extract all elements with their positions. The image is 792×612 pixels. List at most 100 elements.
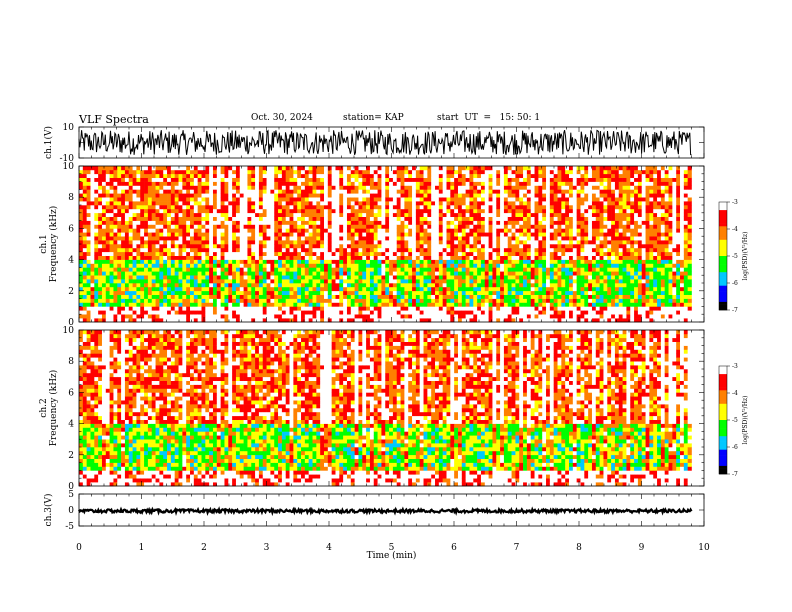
spectrogram-cell (201, 208, 206, 214)
spectrogram-cell (538, 169, 543, 175)
spectrogram-cell (132, 236, 137, 241)
spectrogram-cell (503, 220, 509, 225)
spectrogram-cell (151, 244, 156, 249)
spectrogram-cell (519, 189, 524, 194)
spectrogram-cell (151, 279, 156, 284)
spectrogram-cell (526, 279, 532, 284)
spectrogram-cell (320, 220, 325, 225)
spectrogram-cell (293, 181, 298, 186)
spectrogram-cell (212, 216, 218, 221)
spectrogram-cell (216, 166, 221, 171)
spectrogram-cell (147, 236, 153, 241)
spectrogram-cell (308, 208, 313, 214)
spectrogram-cell (503, 314, 509, 319)
spectrogram-cell (105, 306, 110, 311)
spectrogram-cell (469, 193, 474, 198)
spectrogram-cell (239, 181, 244, 186)
spectrogram-cell (274, 224, 279, 229)
spectrogram-cell (124, 169, 130, 175)
spectrogram-cell (308, 193, 313, 198)
spectrogram-cell (216, 267, 221, 272)
spectrogram-cell (320, 267, 325, 272)
spectrogram-cell (389, 275, 394, 280)
spectrogram-cell (105, 236, 110, 241)
spectrogram-cell (515, 275, 520, 280)
spectrogram-cell (312, 286, 317, 292)
spectrogram-cell (205, 208, 210, 214)
spectrogram-cell (350, 189, 355, 194)
spectrogram-cell (163, 181, 168, 186)
spectrogram-cell (235, 298, 241, 303)
spectrogram-cell (86, 271, 91, 276)
spectrogram-cell (538, 216, 543, 221)
spectrogram-cell (507, 259, 512, 264)
spectrogram-cell (480, 267, 486, 272)
spectrogram-cell (346, 240, 352, 245)
spectrogram-cell (216, 208, 221, 214)
spectrogram-cell (465, 263, 470, 268)
spectrogram-cell (354, 290, 359, 295)
spectrogram-cell (174, 224, 179, 229)
spectrogram-cell (477, 306, 482, 311)
spectrogram-cell (159, 314, 164, 319)
spectrogram-cell (132, 240, 137, 245)
spectrogram-cell (151, 302, 156, 307)
spectrogram-cell (389, 189, 394, 194)
spectrogram-cell (457, 240, 463, 245)
spectrogram-cell (465, 259, 470, 264)
spectrogram-cell (339, 290, 344, 295)
spectrogram-cell (128, 310, 133, 315)
spectrogram-cell (500, 318, 505, 323)
spectrogram-cell (534, 251, 539, 256)
spectrogram-cell (136, 306, 141, 311)
spectrogram-cell (412, 267, 417, 272)
spectrogram-cell (331, 224, 336, 229)
spectrogram-cell (121, 232, 126, 237)
spectrogram-cell (327, 228, 332, 233)
spectrogram-cell (289, 286, 294, 292)
spectrogram-cell (262, 240, 267, 245)
spectrogram-cell (396, 216, 401, 221)
spectrogram-cell (469, 318, 474, 323)
spectrogram-cell (530, 177, 535, 182)
spectrogram-cell (289, 279, 294, 284)
spectrogram-cell (534, 306, 539, 311)
spectrogram-cell (178, 251, 183, 256)
spectrogram-cell (239, 185, 244, 190)
spectrogram-cell (144, 177, 149, 182)
spectrogram-cell (297, 298, 302, 303)
spectrogram-cell (419, 251, 424, 256)
spectrogram-cell (442, 263, 447, 268)
spectrogram-cell (285, 259, 290, 264)
spectrogram-cell (404, 314, 409, 319)
spectrogram-cell (274, 208, 279, 214)
spectrogram-cell (109, 283, 114, 288)
spectrogram-cell (247, 298, 252, 303)
spectrogram-cell (442, 189, 447, 194)
spectrogram-cell (492, 185, 497, 190)
spectrogram-cell (147, 228, 153, 233)
spectrogram-cell (258, 290, 264, 295)
spectrogram-cell (438, 244, 443, 249)
spectrogram-cell (404, 205, 409, 210)
spectrogram-cell (396, 294, 401, 299)
spectrogram-cell (109, 279, 114, 284)
spectrogram-cell (369, 255, 375, 260)
spectrogram-cell (450, 294, 455, 299)
spectrogram-cell (243, 251, 248, 256)
spectrogram-cell (346, 216, 352, 221)
spectrogram-cell (212, 283, 218, 288)
spectrogram-cell (534, 185, 539, 190)
spectrogram-cell (251, 201, 256, 206)
spectrogram-cell (369, 169, 375, 175)
spectrogram-cell (190, 185, 195, 190)
spectrogram-cell (121, 189, 126, 194)
spectrogram-cell (270, 306, 275, 311)
spectrogram-cell (473, 177, 478, 182)
spectrogram-cell (488, 181, 493, 186)
spectrogram-cell (392, 185, 398, 190)
spectrogram-cell (362, 244, 367, 249)
spectrogram-cell (523, 314, 528, 319)
spectrogram-cell (354, 251, 359, 256)
spectrogram-cell (373, 205, 378, 210)
